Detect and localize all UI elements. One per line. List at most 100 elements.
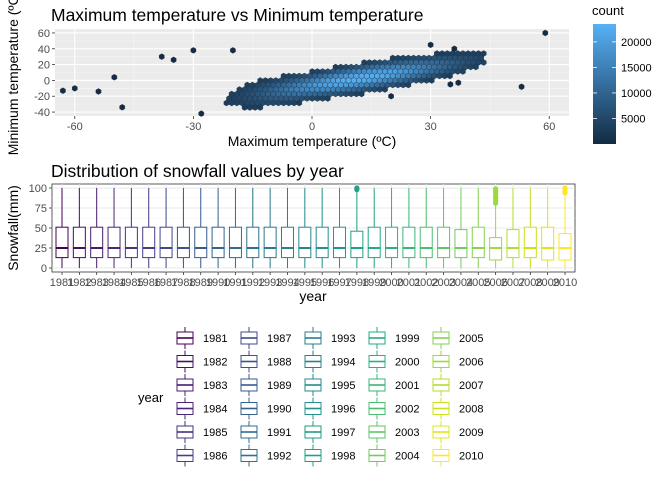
hex-cell	[252, 104, 258, 111]
legend-label: 1981	[203, 333, 227, 345]
colorbar-label: 15000	[621, 62, 652, 74]
hex-cell	[247, 104, 253, 111]
year-legend-items: 1981 1982 1983 1984 1985 1986 1987 1988 1989 1990…	[176, 327, 483, 467]
legend-key-1991: 1991	[240, 421, 291, 443]
boxplot-box	[55, 226, 69, 259]
x-tick-label: 1982	[67, 277, 91, 289]
boxplot-2007	[506, 188, 520, 268]
hex-cell	[241, 104, 248, 111]
hex-cell	[119, 104, 125, 111]
hexbin-title: Maximum temperature vs Minimum temperatu…	[51, 5, 423, 25]
boxplot-1983	[90, 188, 104, 268]
hex-cell	[447, 81, 454, 88]
boxplot-1994	[280, 188, 294, 268]
boxplot-box	[263, 226, 277, 259]
legend-label: 2002	[395, 404, 419, 416]
boxplot-2002	[419, 188, 433, 268]
hex-cell	[275, 99, 282, 107]
hex-cell	[454, 68, 461, 75]
boxplot-box	[194, 226, 208, 259]
hex-cell	[286, 99, 292, 107]
boxplot-1984	[107, 188, 121, 268]
hexbin-y-ticks: -40 -20 0 20 40 60	[34, 28, 55, 119]
legend-key-2001: 2001	[368, 374, 419, 396]
boxplot-1990	[211, 188, 225, 268]
legend-label: 1995	[331, 380, 355, 392]
hexbin-x-axis-label: Maximum temperature (ºC)	[228, 133, 396, 149]
legend-key-1987: 1987	[240, 327, 291, 349]
hex-cell	[111, 74, 118, 81]
boxplot-box	[228, 226, 242, 259]
x-tick-label: 1981	[50, 277, 74, 289]
boxplot-1988	[176, 188, 190, 268]
legend-label: 1998	[331, 451, 355, 463]
hex-cell	[158, 53, 165, 60]
x-tick-label: 0	[309, 121, 315, 133]
boxplot-2006	[489, 186, 503, 268]
legend-label: 2001	[395, 380, 419, 392]
boxplot-1987	[159, 188, 173, 268]
hex-cell	[388, 93, 394, 100]
legend-label: 1996	[331, 404, 355, 416]
legend-key-1992: 1992	[240, 444, 291, 467]
y-tick-label: 75	[35, 203, 47, 215]
hex-cell	[400, 81, 406, 89]
x-tick-label: 2002	[414, 277, 438, 289]
hex-cell	[467, 63, 474, 71]
legend-key-1984: 1984	[176, 397, 227, 420]
colorbar-label: 20000	[621, 37, 652, 49]
count-legend-title: count	[592, 3, 624, 18]
x-tick-label: 1997	[327, 277, 351, 289]
count-legend: count 5000 10000 15000 20000	[592, 3, 652, 144]
boxplot-box	[142, 226, 156, 259]
x-tick-label: 2010	[553, 277, 577, 289]
hex-cell	[309, 95, 315, 102]
boxplot-2008	[523, 188, 537, 268]
boxplot-box	[454, 229, 468, 259]
y-tick-label: 100	[29, 183, 47, 195]
x-tick-label: 2008	[518, 277, 542, 289]
hex-cell	[376, 86, 383, 93]
hex-cell	[332, 90, 339, 98]
boxplot-1981	[55, 188, 69, 268]
hexbin-x-ticks: -60 -30 0 30 60	[67, 116, 555, 133]
hex-cell	[280, 99, 287, 107]
legend-label: 1983	[203, 380, 227, 392]
hex-cell	[451, 45, 458, 52]
x-tick-label: 1990	[206, 277, 230, 289]
legend-label: 2009	[459, 427, 483, 439]
hex-cell	[418, 77, 425, 84]
legend-key-1994: 1994	[304, 350, 355, 373]
hex-cell	[518, 83, 525, 90]
x-tick-label: 2003	[431, 277, 455, 289]
y-tick-label: 0	[44, 75, 50, 87]
legend-label: 2008	[459, 404, 483, 416]
boxplot-2004	[454, 188, 468, 268]
hexbin-y-axis-label: Minimum temperature (ºC)	[5, 0, 21, 155]
hex-cell	[473, 63, 479, 71]
legend-key-2008: 2008	[432, 397, 483, 420]
boxplot-title: Distribution of snowfall values by year	[51, 161, 344, 181]
year-legend-title: year	[138, 390, 164, 405]
hex-cell	[71, 85, 78, 92]
boxplot-1997	[333, 188, 347, 268]
boxplot-box	[506, 229, 520, 259]
boxplot-1985	[124, 188, 138, 268]
x-tick-label: 1988	[171, 277, 195, 289]
x-tick-label: 2000	[379, 277, 403, 289]
legend-key-1990: 1990	[240, 397, 291, 420]
hex-cell	[198, 110, 205, 117]
y-tick-label: 0	[41, 263, 47, 275]
hex-cell	[427, 41, 434, 49]
boxplot-outlier	[354, 185, 360, 191]
x-tick-label: 30	[424, 121, 436, 133]
x-tick-label: 1991	[223, 277, 247, 289]
legend-key-1985: 1985	[176, 421, 227, 443]
x-tick-label: 60	[543, 121, 555, 133]
hex-cell	[95, 88, 102, 95]
legend-label: 2003	[395, 427, 419, 439]
hex-cell	[542, 29, 549, 37]
legend-label: 1982	[203, 357, 227, 369]
x-tick-label: 1984	[102, 277, 126, 289]
hexbin-grid	[55, 29, 569, 116]
